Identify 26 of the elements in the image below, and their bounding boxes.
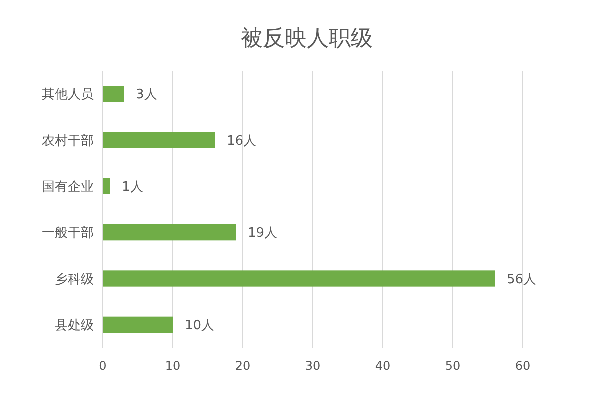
bar	[103, 132, 215, 148]
data-label: 19人	[248, 226, 278, 242]
data-label: 3人	[136, 88, 158, 103]
data-label: 16人	[227, 134, 257, 149]
y-tick-label: 一般干部	[42, 226, 94, 242]
chart-title: 被反映人职级	[241, 26, 373, 52]
data-label: 1人	[122, 180, 144, 195]
bar	[103, 224, 236, 241]
data-label: 56人	[507, 272, 537, 288]
y-tick-label: 农村干部	[42, 134, 94, 149]
bar	[103, 86, 124, 102]
x-tick-label: 60	[515, 359, 531, 374]
y-tick-label: 乡科级	[55, 272, 94, 288]
y-tick-label: 其他人员	[42, 88, 94, 103]
y-tick-label: 县处级	[55, 318, 94, 334]
y-tick-label: 国有企业	[42, 180, 94, 195]
x-tick-label: 30	[305, 359, 321, 374]
bar	[103, 316, 173, 333]
data-label: 10人	[185, 318, 215, 334]
bar	[103, 270, 495, 287]
bar	[103, 178, 110, 194]
x-tick-label: 10	[165, 359, 181, 374]
x-tick-label: 50	[445, 359, 461, 374]
x-tick-label: 20	[235, 359, 251, 374]
x-tick-label: 40	[375, 359, 391, 374]
x-tick-label: 0	[99, 359, 107, 374]
